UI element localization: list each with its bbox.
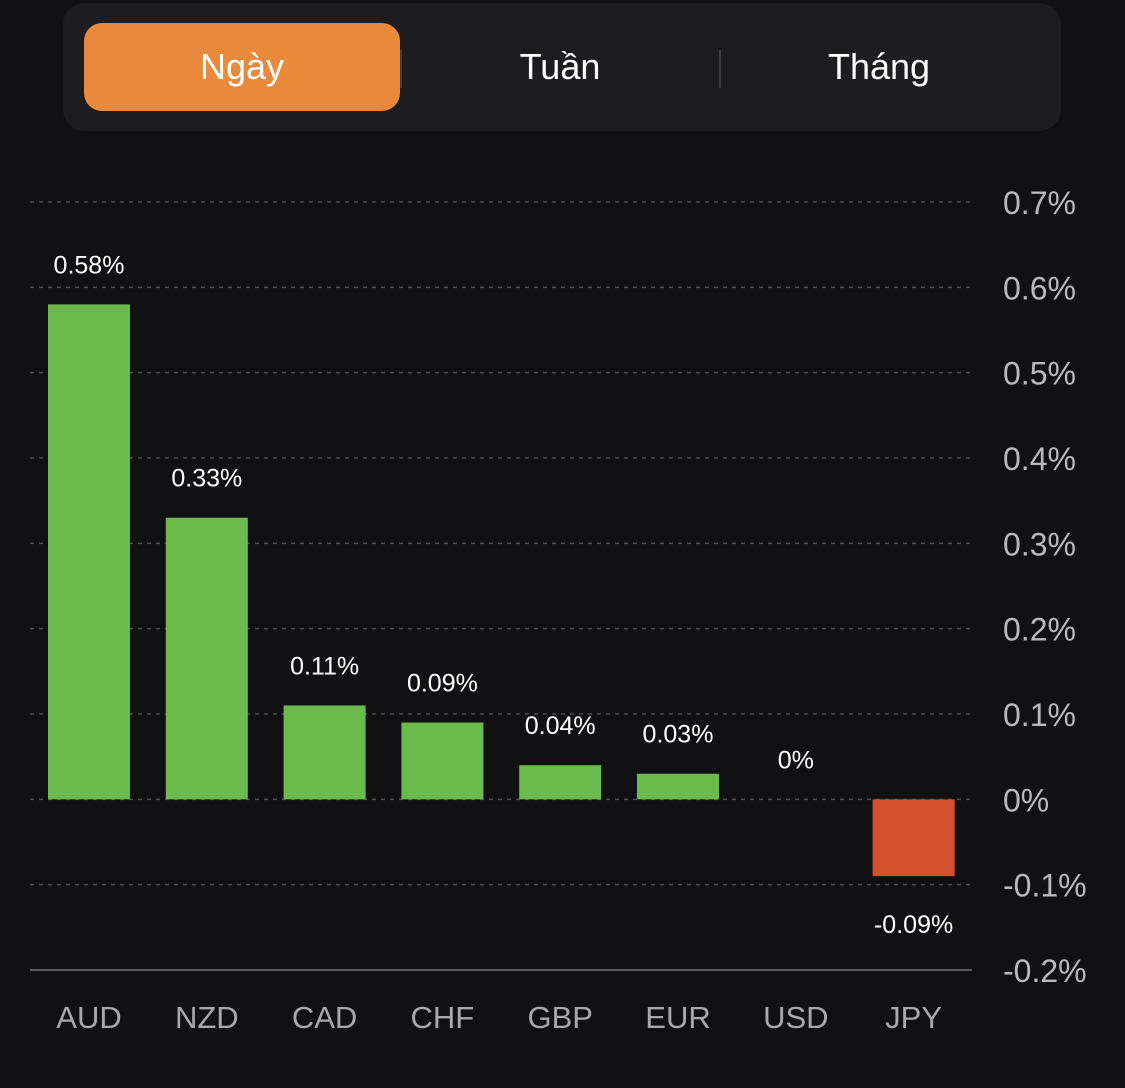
category-label: AUD [56, 1000, 121, 1035]
data-label: 0.11% [290, 652, 359, 680]
y-tick-label: -0.1% [1003, 868, 1087, 904]
category-label: NZD [175, 1000, 239, 1035]
tab-divider [719, 50, 721, 88]
bar-aud [48, 304, 130, 800]
data-label: -0.09% [874, 911, 953, 939]
bar-eur [637, 773, 719, 800]
category-label: USD [763, 1000, 828, 1035]
category-label: CAD [292, 1000, 357, 1035]
y-tick-label: 0% [1003, 782, 1049, 818]
y-tick-label: 0.1% [1003, 697, 1076, 733]
bar-jpy [872, 799, 955, 877]
category-label: GBP [527, 1000, 592, 1035]
data-label: 0.58% [54, 251, 125, 279]
tab-week[interactable]: Tuần [519, 46, 601, 87]
bar-chf [401, 722, 484, 800]
data-label: 0% [778, 746, 814, 774]
category-label: CHF [411, 1000, 475, 1035]
y-tick-label: 0.6% [1003, 270, 1076, 306]
bar-gbp [519, 765, 602, 800]
data-label: 0.04% [525, 712, 596, 740]
data-label: 0.09% [407, 670, 478, 698]
tab-month[interactable]: Tháng [827, 46, 931, 87]
y-tick-label: 0.4% [1003, 441, 1076, 477]
y-tick-label: 0.3% [1003, 526, 1076, 562]
period-selector: Ngày Tuần Tháng [63, 3, 1061, 131]
tab-day[interactable]: Ngày [84, 23, 400, 111]
data-label: 0.03% [643, 721, 714, 749]
y-tick-label: 0.2% [1003, 612, 1076, 648]
y-tick-label: -0.2% [1003, 953, 1087, 989]
bar-cad [283, 705, 366, 800]
y-tick-label: 0.7% [1003, 185, 1076, 221]
y-tick-label: 0.5% [1003, 356, 1076, 392]
category-label: EUR [645, 1000, 710, 1035]
tab-divider [400, 50, 402, 88]
data-label: 0.33% [171, 465, 242, 493]
category-label: JPY [885, 1000, 942, 1035]
bar-nzd [165, 517, 248, 800]
